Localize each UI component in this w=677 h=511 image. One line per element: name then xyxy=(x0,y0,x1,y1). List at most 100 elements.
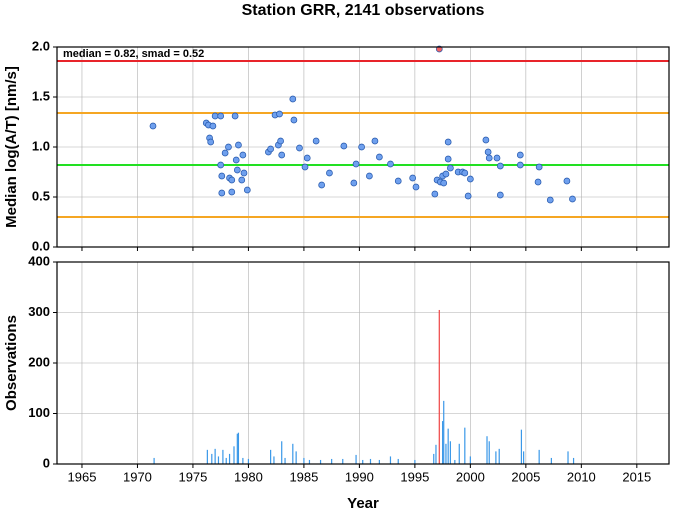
point xyxy=(218,172,226,180)
bar xyxy=(222,449,224,464)
point xyxy=(235,141,242,149)
point xyxy=(243,186,251,194)
bar xyxy=(284,457,286,464)
point xyxy=(493,154,501,162)
bar xyxy=(538,449,540,464)
point xyxy=(461,169,469,177)
x-tick-label: 1980 xyxy=(234,469,263,484)
bar xyxy=(228,453,231,464)
point xyxy=(149,122,157,130)
bar xyxy=(435,444,437,464)
point xyxy=(217,112,225,120)
point xyxy=(569,195,576,203)
point xyxy=(387,160,394,168)
point xyxy=(276,110,283,118)
point xyxy=(516,151,524,159)
bar xyxy=(308,459,311,464)
x-tick-label: 1975 xyxy=(178,469,207,484)
bar xyxy=(303,457,305,464)
point xyxy=(442,170,450,178)
point xyxy=(267,145,274,153)
point xyxy=(534,178,542,186)
y-axis-label: Median log(A/T) [nm/s] xyxy=(3,66,20,228)
bar xyxy=(397,458,399,464)
x-tick-label: 1990 xyxy=(345,469,374,484)
bar xyxy=(270,449,272,464)
bar xyxy=(319,459,322,464)
point xyxy=(232,156,240,164)
bar xyxy=(414,459,416,464)
point xyxy=(340,142,348,150)
point xyxy=(516,161,524,169)
point xyxy=(496,162,504,170)
y-tick-label: 300 xyxy=(28,304,50,319)
point xyxy=(289,95,297,103)
point xyxy=(312,137,320,145)
bar xyxy=(355,454,357,464)
x-tick-label: 1970 xyxy=(123,469,152,484)
bar xyxy=(567,451,569,464)
bar xyxy=(458,443,460,464)
bar xyxy=(445,443,447,464)
point xyxy=(496,191,504,199)
bar xyxy=(443,400,445,464)
plot-frame xyxy=(56,46,670,248)
x-tick-label: 1985 xyxy=(289,469,318,484)
bar xyxy=(331,458,333,464)
point xyxy=(412,183,420,191)
bar xyxy=(469,456,471,464)
y-tick-label: 1.5 xyxy=(32,88,50,103)
bar xyxy=(225,457,227,464)
bar xyxy=(438,309,440,464)
point xyxy=(447,164,454,172)
point xyxy=(467,175,474,183)
point xyxy=(535,163,543,171)
point xyxy=(221,149,229,157)
bar xyxy=(520,429,523,464)
bar xyxy=(247,458,250,464)
bar xyxy=(281,441,283,464)
y-tick-label: 1.0 xyxy=(32,138,50,153)
point xyxy=(228,188,236,196)
point xyxy=(371,137,379,145)
x-axis-label: Year xyxy=(347,495,379,511)
point xyxy=(240,169,248,177)
point xyxy=(211,112,219,120)
bar xyxy=(153,457,155,464)
bar xyxy=(486,436,488,464)
bar xyxy=(233,446,235,464)
annotation: median = 0.82, smad = 0.52 xyxy=(63,48,204,60)
point xyxy=(352,160,360,168)
point xyxy=(366,172,373,180)
bar xyxy=(454,459,456,464)
plot-frame xyxy=(56,261,670,465)
point xyxy=(318,181,326,189)
point xyxy=(296,144,303,152)
y-tick-label: 2.0 xyxy=(32,38,50,53)
point xyxy=(484,148,492,156)
point xyxy=(303,154,311,162)
point xyxy=(239,151,247,159)
bar xyxy=(214,448,216,464)
point xyxy=(394,177,402,185)
point xyxy=(209,122,217,130)
point xyxy=(431,190,439,198)
bar xyxy=(447,428,449,464)
point xyxy=(301,163,309,171)
bar xyxy=(378,459,380,464)
point xyxy=(233,166,241,174)
bar xyxy=(273,456,275,464)
point xyxy=(482,136,490,144)
x-tick-label: 2005 xyxy=(511,469,540,484)
point xyxy=(326,169,333,177)
y-tick-label: 200 xyxy=(28,354,50,369)
bar xyxy=(495,451,497,464)
bar xyxy=(449,441,451,464)
bar xyxy=(295,451,297,464)
bar xyxy=(236,433,238,464)
bar xyxy=(237,432,240,464)
x-tick-label: 2010 xyxy=(567,469,596,484)
bar xyxy=(292,443,294,464)
